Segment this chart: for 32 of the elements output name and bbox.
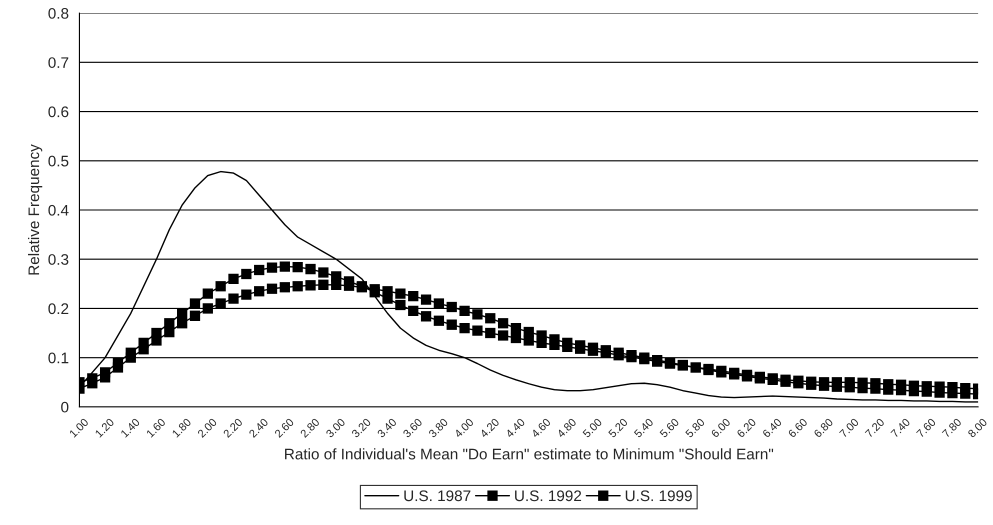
legend-label: U.S. 1992 (515, 490, 582, 502)
y-tick-label: 0.3 (48, 254, 68, 265)
x-tick-label: 6.00 (710, 418, 731, 438)
x-axis-title: Ratio of Individual's Mean "Do Earn" estimate to Minimum "Should Earn" (285, 448, 774, 460)
x-tick-label: 1.40 (120, 418, 140, 438)
x-tick-label: 4.60 (530, 418, 552, 438)
y-tick-label: 0.4 (48, 204, 69, 216)
y-tick-label: 0.1 (48, 352, 68, 364)
x-tick-label: 4.20 (479, 418, 500, 438)
x-tick-label: 7.60 (916, 418, 936, 438)
x-tick-label: 6.80 (813, 418, 834, 438)
legend-label: U.S. 1999 (626, 490, 692, 502)
y-tick-label: 0.5 (48, 156, 68, 166)
y-tick-label: 0.8 (48, 8, 68, 19)
y-axis-title: Relative Frequency (28, 144, 42, 275)
x-tick-label: 4.80 (556, 418, 577, 438)
x-tick-label: 3.20 (351, 418, 372, 438)
y-tick-label: 0 (61, 402, 68, 413)
y-tick-label: 0.7 (48, 57, 68, 68)
x-tick-label: 6.20 (736, 418, 756, 438)
x-tick-label: 5.40 (634, 418, 654, 438)
x-tick-label: 6.40 (762, 418, 782, 438)
y-tick-label: 0.6 (48, 106, 68, 118)
x-tick-label: 7.00 (839, 418, 860, 438)
x-tick-label: 4.00 (454, 418, 474, 438)
legend-label: U.S. 1987 (404, 490, 470, 502)
x-tick-label: 6.60 (788, 418, 808, 438)
x-tick-label: 4.40 (505, 418, 526, 438)
x-tick-label: 7.80 (942, 418, 962, 438)
x-tick-label: 7.20 (864, 418, 885, 438)
y-tick-label: 0.2 (48, 303, 68, 314)
x-tick-label: 7.40 (890, 418, 911, 438)
